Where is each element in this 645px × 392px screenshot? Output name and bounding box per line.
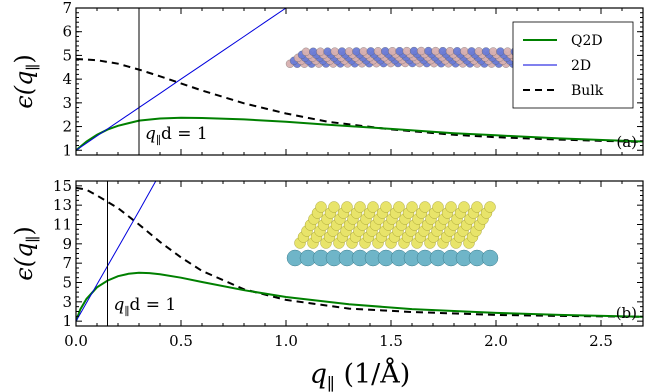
atom [395,47,404,56]
x-tick-label: 0.0 [64,332,88,350]
legend: Q2D 2D Bulk [512,21,634,109]
x-tick-label: 0.5 [169,332,193,350]
crystal-slab-illustration [286,201,499,267]
atom [393,201,405,213]
y-tick-label: 2 [62,118,72,136]
x-tick-label: 2.0 [484,332,508,350]
atom [417,46,426,56]
atom [373,47,383,56]
y-axis-label: ϵ(q∥) [10,226,42,280]
y-axis-label-text: ϵ(q∥) [10,54,42,108]
atom [330,47,339,56]
series-2d [76,181,157,322]
series-q2d [76,271,643,322]
x-tick-label: 2.5 [589,332,613,350]
atom [467,47,476,56]
atom [380,201,392,213]
atom [474,47,483,56]
y-tick-label: 7 [62,0,72,17]
legend-label: Q2D [571,33,603,49]
atom [388,47,397,56]
legend-label: Bulk [571,83,604,99]
atom [359,47,368,56]
atom [341,201,353,213]
series-bulk [76,186,643,318]
atom [352,47,361,56]
atom [453,47,462,56]
atom [315,201,327,213]
atom [445,47,455,56]
y-axis-label-text: ϵ(q∥) [10,226,42,280]
y-tick-label: 13 [53,196,72,214]
y-tick-label: 1 [62,141,72,159]
atom [381,47,390,56]
atom [354,201,366,213]
reference-line-label: q∥d = 1 [145,124,208,147]
atom [328,201,340,213]
atom [471,201,483,213]
y-tick-label: 15 [53,177,72,195]
reference-line-label: q∥d = 1 [114,295,177,318]
atom [419,201,431,213]
y-tick-label: 3 [62,293,72,311]
atom [503,47,512,56]
atom [438,47,447,56]
y-tick-label: 1 [62,312,72,330]
y-tick-label: 3 [62,94,72,112]
y-tick-label: 4 [62,70,72,88]
x-axis-label: q∥ (1/Å) [310,357,411,392]
atom [489,47,498,56]
y-tick-label: 5 [62,46,72,64]
y-tick-label: 5 [62,274,72,292]
atom [431,46,440,56]
panel-label: (a) [616,133,637,151]
y-axis-label: ϵ(q∥) [10,54,42,108]
atom [432,201,444,213]
atom [402,46,411,56]
atom [366,47,375,56]
atom [406,201,418,213]
x-tick-label: 1.0 [274,332,298,350]
lattice-sheet-illustration [285,46,523,68]
atom [367,201,379,213]
atom [316,47,325,56]
atom [481,47,491,56]
x-tick-label: 1.5 [379,332,403,350]
atom [323,47,332,56]
y-tick-label: 6 [62,23,72,41]
legend-label: 2D [571,58,591,74]
atom [484,201,496,213]
y-tick-label: 11 [53,216,72,234]
panel-a: q∥d = 1 1 2 3 4 5 6 7 ϵ(q∥) (a) Q2D 2D Bulk [10,0,644,159]
plot-frame [75,7,644,156]
atom [409,46,419,56]
atom [445,201,457,213]
atom [481,249,499,267]
atom [337,47,347,56]
atom [424,46,433,56]
y-tick-label: 9 [62,235,72,253]
atom [460,47,469,56]
atom [458,201,470,213]
atom [345,47,354,56]
atom [301,47,311,56]
series-2d [76,8,287,151]
atom [496,47,505,56]
series-bulk [76,58,643,143]
panel-label: (b) [616,304,637,322]
atom [309,47,318,56]
y-tick-label: 7 [62,254,72,272]
